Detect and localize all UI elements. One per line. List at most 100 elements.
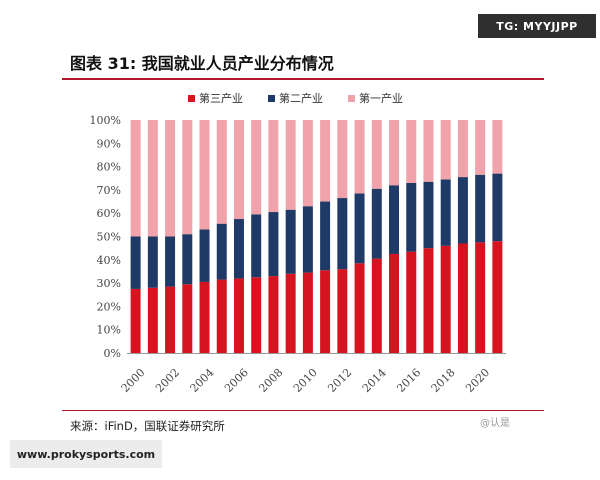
bar-segment-3-2001 — [147, 120, 158, 237]
bar-segment-2-2012 — [337, 198, 348, 270]
bar-segment-3-2016 — [406, 120, 417, 183]
bar-segment-1-2003 — [182, 284, 193, 353]
bar-segment-1-2017 — [423, 248, 434, 353]
bar-segment-2-2018 — [440, 179, 451, 246]
corner-watermark: @认是 — [480, 418, 510, 429]
bar-segment-3-2020 — [475, 120, 486, 175]
bar-segment-1-2008 — [268, 276, 279, 353]
bar-segment-1-2010 — [302, 272, 313, 353]
x-tick-label: 2004 — [188, 366, 217, 395]
bar-segment-2-2008 — [268, 212, 279, 277]
bar-segment-3-2004 — [199, 120, 210, 230]
bar-segment-1-2009 — [285, 273, 296, 353]
bar-segment-1-2015 — [389, 253, 400, 353]
y-tick-label: 70% — [97, 184, 121, 197]
y-tick-label: 30% — [97, 277, 121, 290]
legend-label-3: 第一产业 — [359, 91, 403, 105]
bar-segment-1-2016 — [406, 251, 417, 353]
bar-segment-3-2018 — [440, 120, 451, 180]
bar-segment-1-2005 — [216, 279, 227, 353]
title-rule — [62, 78, 544, 80]
source-note: 来源：iFinD，国联证券研究所 — [70, 419, 225, 433]
bar-segment-3-2011 — [320, 120, 331, 202]
legend-swatch-3 — [348, 95, 355, 102]
y-tick-label: 40% — [97, 254, 121, 267]
bar-segment-1-2004 — [199, 281, 210, 353]
y-axis: 0% 10% 20% 30% 40% 50% 60% 70% 80% 90% 100% — [90, 114, 121, 360]
bar-segment-3-2005 — [216, 120, 227, 224]
legend-label-2: 第二产业 — [279, 91, 323, 105]
x-axis: 2000 2002 2004 2006 2008 2010 2012 2014 2016 2018… — [119, 353, 506, 395]
bar-segment-2-2013 — [354, 193, 365, 264]
x-tick-label: 2020 — [463, 366, 492, 395]
bar-segment-1-2014 — [371, 258, 382, 353]
bar-segment-1-2011 — [320, 270, 331, 353]
bar-segment-3-2021 — [492, 120, 503, 174]
x-tick-label: 2008 — [256, 366, 285, 395]
y-tick-label: 10% — [97, 324, 121, 337]
y-tick-label: 60% — [97, 207, 121, 220]
bar-segment-2-2011 — [320, 201, 331, 271]
watermark-top: TG: MYYJJPP — [478, 14, 596, 38]
legend: 第三产业 第二产业 第一产业 — [188, 91, 403, 105]
y-tick-label: 100% — [90, 114, 121, 127]
x-tick-label: 2014 — [360, 366, 389, 395]
source-rule — [62, 410, 544, 411]
chart-title: 图表 31: 我国就业人员产业分布情况 — [70, 54, 334, 73]
legend-swatch-2 — [268, 95, 275, 102]
bar-segment-1-2020 — [475, 242, 486, 353]
bar-segment-2-2019 — [457, 177, 468, 244]
bar-segment-3-2017 — [423, 120, 434, 182]
bar-segment-2-2014 — [371, 188, 382, 259]
y-tick-label: 20% — [97, 300, 121, 313]
y-tick-label: 80% — [97, 161, 121, 174]
x-tick-label: 2016 — [394, 366, 423, 395]
bar-segment-3-2010 — [302, 120, 313, 207]
bar-segment-2-2021 — [492, 173, 503, 242]
bar-segment-2-2001 — [147, 236, 158, 288]
bar-segment-2-2004 — [199, 229, 210, 282]
bar-segment-1-2018 — [440, 245, 451, 353]
x-tick-label: 2000 — [119, 366, 148, 395]
bar-segment-2-2010 — [302, 206, 313, 273]
bar-segment-3-2015 — [389, 120, 400, 186]
bar-segment-1-2007 — [251, 277, 262, 353]
bar-segment-2-2017 — [423, 181, 434, 249]
x-tick-label: 2010 — [291, 366, 320, 395]
bar-segment-2-2003 — [182, 234, 193, 285]
bar-segment-1-2021 — [492, 241, 503, 353]
bar-segment-3-2000 — [130, 120, 141, 237]
bar-segment-2-2000 — [130, 236, 141, 289]
legend-swatch-1 — [188, 95, 195, 102]
bar-segment-3-2014 — [371, 120, 382, 189]
x-tick-label: 2012 — [325, 366, 354, 395]
bar-segment-1-2013 — [354, 263, 365, 353]
bar-segment-2-2015 — [389, 185, 400, 254]
y-tick-label: 50% — [97, 231, 121, 244]
x-tick-label: 2018 — [429, 366, 458, 395]
bar-segment-2-2005 — [216, 223, 227, 280]
y-tick-label: 90% — [97, 137, 121, 150]
bar-segment-3-2002 — [165, 120, 176, 237]
bar-segment-2-2002 — [165, 236, 176, 287]
bar-segment-2-2006 — [233, 219, 244, 279]
bar-segment-2-2016 — [406, 182, 417, 252]
x-tick-label: 2002 — [153, 366, 182, 395]
bar-segment-3-2012 — [337, 120, 348, 199]
bar-segment-2-2009 — [285, 209, 296, 274]
bar-segment-1-2012 — [337, 269, 348, 353]
legend-label-1: 第三产业 — [199, 91, 243, 105]
bar-segment-3-2009 — [285, 120, 296, 210]
bar-segment-2-2020 — [475, 174, 486, 243]
bars — [130, 120, 503, 353]
bar-segment-1-2000 — [130, 288, 141, 353]
bar-segment-3-2019 — [457, 120, 468, 178]
bar-segment-3-2006 — [233, 120, 244, 220]
x-tick-label: 2006 — [222, 366, 251, 395]
bar-segment-2-2007 — [251, 214, 262, 278]
bar-segment-1-2006 — [233, 278, 244, 353]
watermark-bottom: www.prokysports.com — [10, 440, 162, 468]
bar-segment-1-2019 — [457, 243, 468, 353]
bar-segment-3-2008 — [268, 120, 279, 213]
